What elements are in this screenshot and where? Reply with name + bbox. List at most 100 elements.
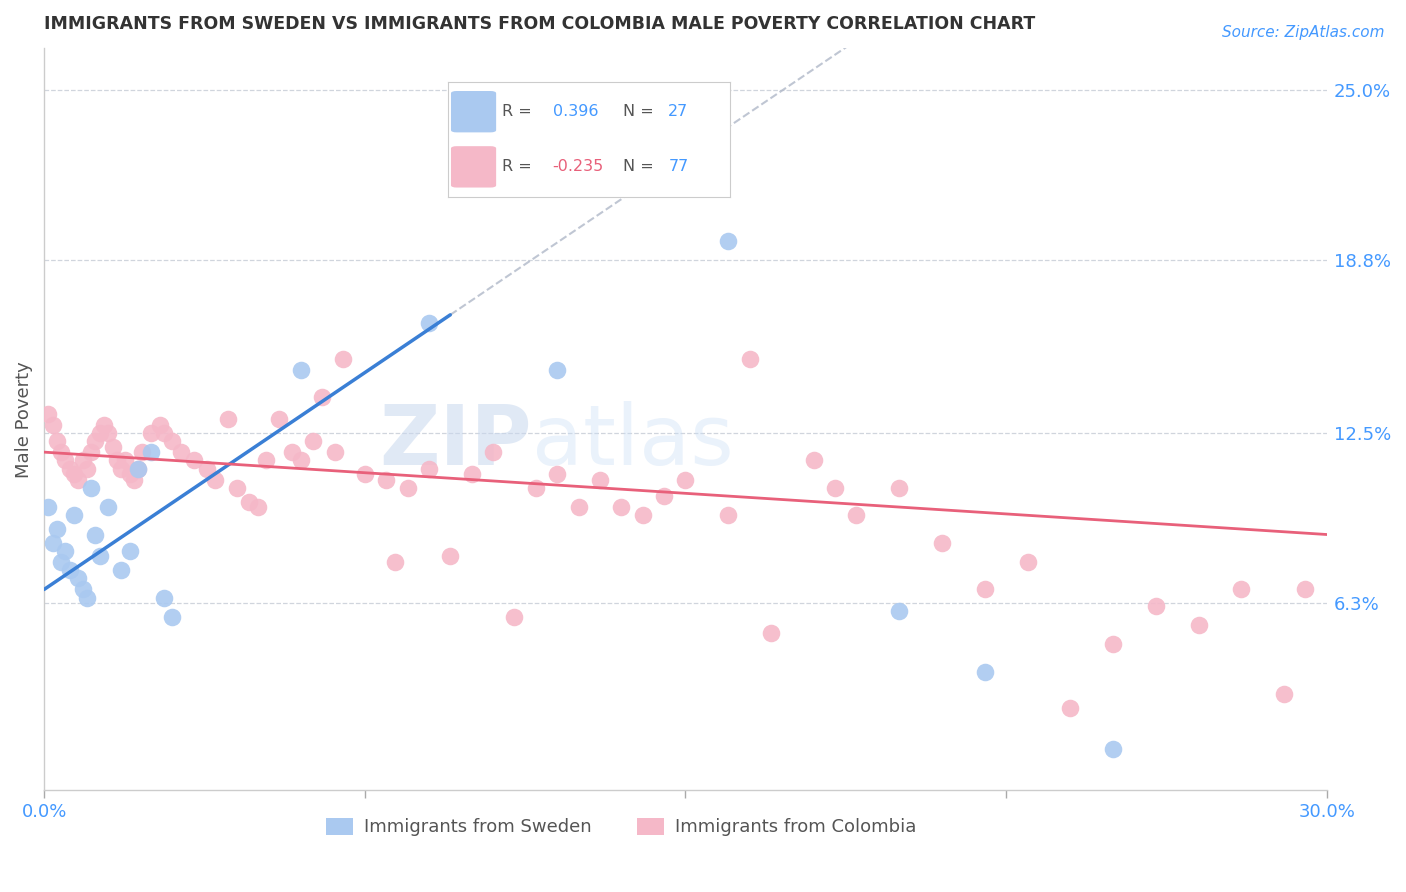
- Point: [72, 453, 94, 467]
- Point: [80, 481, 103, 495]
- Point: [162, 610, 184, 624]
- Text: Source: ZipAtlas.com: Source: ZipAtlas.com: [1222, 25, 1385, 40]
- Point: [76, 591, 98, 605]
- Point: [170, 445, 193, 459]
- Point: [217, 412, 239, 426]
- Point: [225, 481, 247, 495]
- Point: [524, 481, 547, 495]
- Point: [55, 544, 77, 558]
- Point: [97, 500, 120, 514]
- Point: [162, 434, 184, 449]
- Point: [80, 445, 103, 459]
- Point: [439, 549, 461, 564]
- Point: [1187, 618, 1209, 632]
- Point: [59, 563, 82, 577]
- Point: [183, 453, 205, 467]
- Point: [63, 467, 86, 482]
- Point: [396, 481, 419, 495]
- Text: atlas: atlas: [531, 401, 734, 482]
- Point: [148, 417, 170, 432]
- Y-axis label: Male Poverty: Male Poverty: [15, 360, 32, 477]
- Point: [84, 434, 107, 449]
- Point: [503, 610, 526, 624]
- Point: [67, 473, 90, 487]
- Point: [76, 461, 98, 475]
- Point: [127, 461, 149, 475]
- Point: [127, 461, 149, 475]
- Point: [1230, 582, 1253, 597]
- Point: [631, 508, 654, 523]
- Point: [1144, 599, 1167, 613]
- Point: [41, 535, 63, 549]
- Point: [311, 390, 333, 404]
- Point: [63, 508, 86, 523]
- Point: [195, 461, 218, 475]
- Point: [153, 591, 176, 605]
- Point: [418, 461, 440, 475]
- Point: [482, 445, 505, 459]
- Point: [824, 481, 846, 495]
- Point: [1102, 637, 1125, 651]
- Point: [89, 425, 111, 440]
- Point: [1017, 555, 1039, 569]
- Point: [889, 481, 911, 495]
- Point: [803, 453, 825, 467]
- Point: [738, 351, 761, 366]
- Point: [238, 494, 260, 508]
- Point: [675, 473, 697, 487]
- Point: [973, 665, 995, 679]
- Point: [546, 363, 568, 377]
- Point: [45, 434, 67, 449]
- Point: [717, 508, 740, 523]
- Point: [72, 582, 94, 597]
- Point: [131, 445, 153, 459]
- Legend: Immigrants from Sweden, Immigrants from Colombia: Immigrants from Sweden, Immigrants from …: [326, 818, 917, 837]
- Point: [114, 453, 136, 467]
- Point: [59, 461, 82, 475]
- Point: [97, 425, 120, 440]
- Point: [546, 467, 568, 482]
- Point: [290, 363, 312, 377]
- Point: [51, 445, 73, 459]
- Point: [110, 563, 132, 577]
- Point: [353, 467, 375, 482]
- Point: [290, 453, 312, 467]
- Point: [45, 522, 67, 536]
- Point: [51, 555, 73, 569]
- Point: [931, 535, 953, 549]
- Point: [139, 445, 162, 459]
- Point: [323, 445, 346, 459]
- Point: [1059, 700, 1081, 714]
- Point: [67, 571, 90, 585]
- Point: [110, 461, 132, 475]
- Point: [973, 582, 995, 597]
- Text: IMMIGRANTS FROM SWEDEN VS IMMIGRANTS FROM COLOMBIA MALE POVERTY CORRELATION CHAR: IMMIGRANTS FROM SWEDEN VS IMMIGRANTS FRO…: [44, 15, 1035, 33]
- Point: [589, 473, 612, 487]
- Point: [384, 555, 406, 569]
- Point: [302, 434, 325, 449]
- Point: [610, 500, 633, 514]
- Point: [269, 412, 291, 426]
- Point: [93, 417, 115, 432]
- Point: [153, 425, 176, 440]
- Point: [122, 473, 145, 487]
- Point: [759, 626, 782, 640]
- Point: [204, 473, 226, 487]
- Point: [332, 351, 354, 366]
- Point: [41, 417, 63, 432]
- Point: [845, 508, 868, 523]
- Point: [37, 407, 59, 421]
- Text: ZIP: ZIP: [380, 401, 531, 482]
- Point: [89, 549, 111, 564]
- Point: [652, 489, 675, 503]
- Point: [139, 425, 162, 440]
- Point: [246, 500, 269, 514]
- Point: [118, 467, 141, 482]
- Point: [889, 604, 911, 618]
- Point: [1294, 582, 1316, 597]
- Point: [717, 234, 740, 248]
- Point: [256, 453, 278, 467]
- Point: [281, 445, 304, 459]
- Point: [84, 527, 107, 541]
- Point: [1102, 741, 1125, 756]
